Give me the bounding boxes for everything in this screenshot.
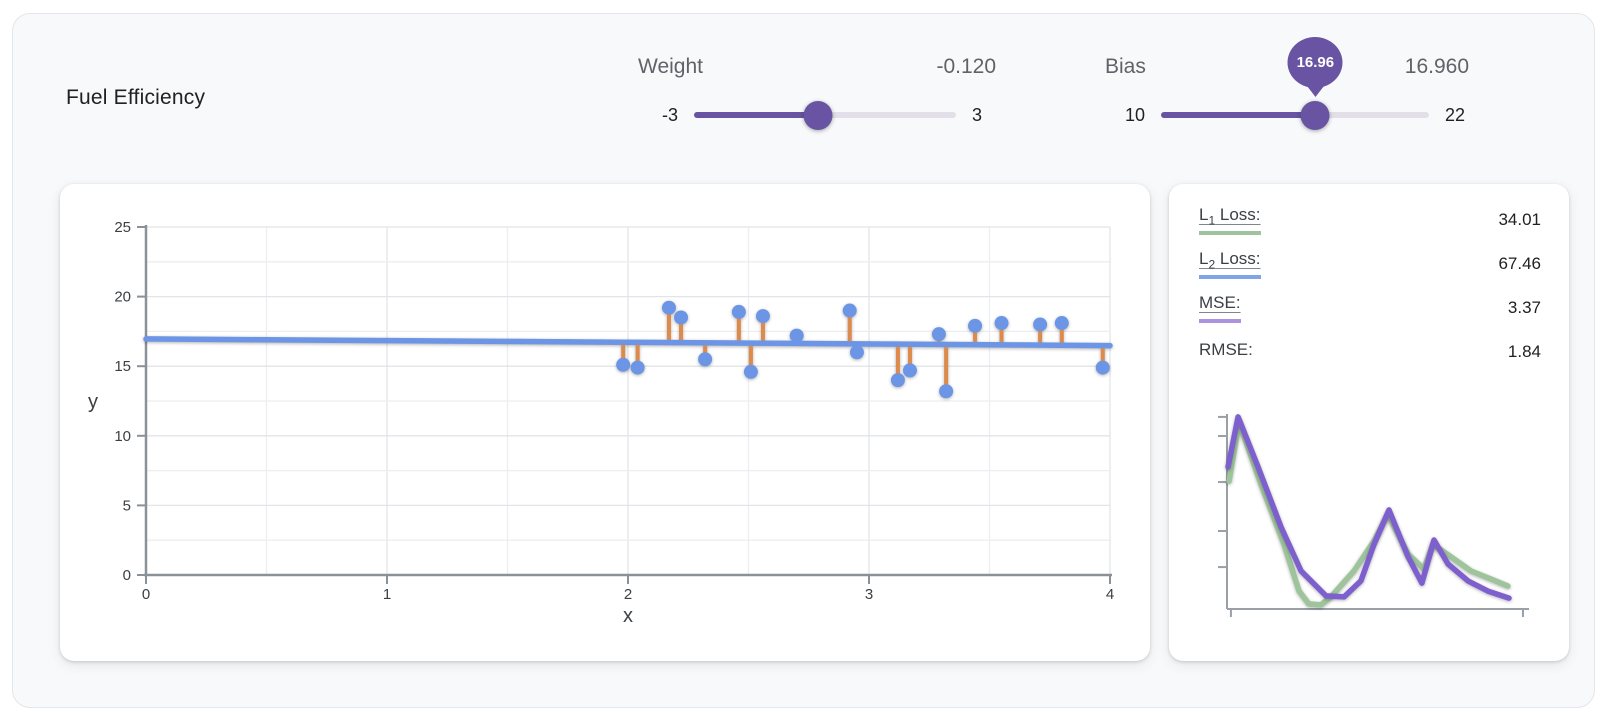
- mse-label: MSE:: [1199, 293, 1241, 323]
- mse-row: MSE: 3.37: [1199, 286, 1541, 330]
- svg-text:1: 1: [383, 586, 391, 603]
- weight-label: Weight: [638, 55, 703, 78]
- bias-slider[interactable]: 16.96: [1161, 37, 1429, 130]
- svg-text:15: 15: [114, 358, 131, 375]
- bias-slider-thumb[interactable]: [1300, 101, 1330, 130]
- svg-text:20: 20: [114, 289, 131, 306]
- l2-loss-value: 67.46: [1498, 254, 1541, 273]
- app-container: Fuel Efficiency Weight -0.120 -3 3 Bias: [12, 13, 1595, 708]
- mse-value: 3.37: [1507, 298, 1541, 317]
- l1-loss-value: 34.01: [1498, 210, 1541, 229]
- svg-text:25: 25: [114, 219, 131, 236]
- weight-slider-group: Weight -0.120 -3 3: [638, 55, 996, 130]
- bias-value: 16.960: [1404, 55, 1469, 78]
- weight-min-label: -3: [661, 104, 678, 125]
- l1-loss-label: L1 Loss:: [1199, 205, 1261, 235]
- bias-slider-group: Bias 16.960 10 16.96 22: [1105, 37, 1469, 130]
- l1-loss-row: L1 Loss: 34.01: [1199, 198, 1541, 242]
- rmse-value: 1.84: [1507, 342, 1541, 361]
- weight-slider[interactable]: [694, 100, 956, 130]
- bias-value-tooltip: 16.96: [1287, 37, 1343, 88]
- weight-slider-thumb[interactable]: [803, 101, 833, 130]
- fuel-efficiency-chart: 0 5 10 15 20 25 0 1 2 3 4 y x: [88, 219, 1114, 627]
- svg-text:0: 0: [142, 586, 150, 603]
- weight-max-label: 3: [972, 104, 983, 125]
- svg-text:3: 3: [865, 586, 873, 603]
- loss-panel-card: L1 Loss: 34.01 L2 Loss: 67.46 MSE: 3.37 …: [1169, 184, 1569, 661]
- svg-text:x: x: [623, 605, 633, 627]
- svg-text:5: 5: [123, 497, 131, 514]
- bias-max-label: 22: [1445, 104, 1466, 125]
- l2-loss-label: L2 Loss:: [1199, 249, 1261, 279]
- svg-text:10: 10: [114, 428, 131, 445]
- bias-min-label: 10: [1124, 104, 1145, 125]
- loss-rows: L1 Loss: 34.01 L2 Loss: 67.46 MSE: 3.37 …: [1169, 184, 1569, 374]
- svg-text:0: 0: [123, 567, 131, 584]
- weight-slider-fill: [694, 112, 818, 118]
- l2-loss-row: L2 Loss: 67.46: [1199, 242, 1541, 286]
- rmse-row: RMSE: 1.84: [1199, 330, 1541, 374]
- weight-value: -0.120: [936, 55, 996, 78]
- bias-slider-fill: [1161, 112, 1316, 118]
- svg-text:4: 4: [1106, 586, 1114, 603]
- fuel-efficiency-chart-card: 0 5 10 15 20 25 0 1 2 3 4 y x: [60, 184, 1150, 661]
- svg-text:2: 2: [624, 586, 632, 603]
- page-title: Fuel Efficiency: [66, 86, 206, 109]
- rmse-label: RMSE:: [1199, 340, 1253, 360]
- loss-curve-chart: [1218, 414, 1529, 617]
- svg-text:y: y: [88, 391, 98, 413]
- bias-label: Bias: [1105, 55, 1146, 78]
